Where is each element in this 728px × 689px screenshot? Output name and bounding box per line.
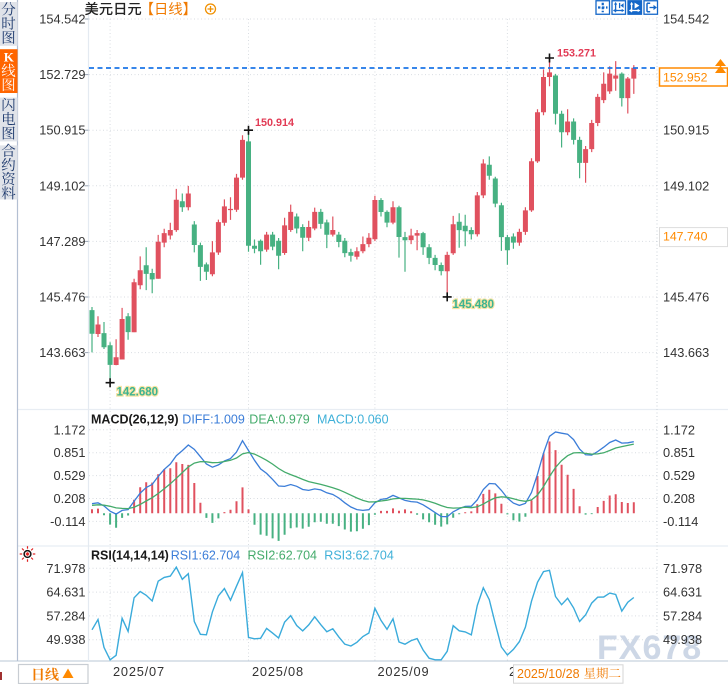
svg-text:64.631: 64.631 (46, 585, 85, 600)
svg-text:0.851: 0.851 (53, 445, 85, 460)
svg-text:145.480: 145.480 (453, 299, 495, 311)
svg-text:57.284: 57.284 (663, 608, 702, 623)
svg-text:149.102: 149.102 (39, 178, 85, 193)
svg-text:49.938: 49.938 (663, 632, 702, 647)
svg-text:145.476: 145.476 (663, 290, 709, 305)
svg-text:RSI2:62.704: RSI2:62.704 (248, 549, 318, 563)
svg-text:0.208: 0.208 (663, 491, 695, 506)
svg-text:64.631: 64.631 (663, 585, 702, 600)
svg-text:150.915: 150.915 (39, 123, 85, 138)
svg-text:150.914: 150.914 (255, 117, 294, 129)
svg-text:RSI1:62.704: RSI1:62.704 (171, 549, 241, 563)
svg-text:147.740: 147.740 (663, 229, 708, 243)
svg-text:143.663: 143.663 (39, 345, 85, 360)
svg-text:2025/08: 2025/08 (252, 664, 304, 679)
svg-text:143.663: 143.663 (663, 345, 709, 360)
svg-text:FX678: FX678 (597, 629, 702, 667)
svg-text:147.289: 147.289 (39, 234, 85, 249)
svg-text:142.680: 142.680 (117, 387, 159, 399)
svg-text:145.476: 145.476 (39, 290, 85, 305)
svg-text:150.915: 150.915 (663, 123, 709, 138)
svg-text:2025/07: 2025/07 (113, 664, 165, 679)
svg-text:154.542: 154.542 (663, 12, 709, 27)
svg-text:0.529: 0.529 (663, 468, 695, 483)
svg-text:153.271: 153.271 (557, 48, 596, 60)
svg-text:152.952: 152.952 (663, 71, 708, 85)
svg-text:49.938: 49.938 (46, 632, 85, 647)
svg-text:0.208: 0.208 (53, 491, 85, 506)
svg-text:DEA:0.979: DEA:0.979 (249, 413, 310, 427)
svg-text:-0.114: -0.114 (663, 514, 698, 529)
svg-text:71.978: 71.978 (663, 561, 702, 576)
svg-text:154.542: 154.542 (39, 12, 85, 27)
svg-text:152.729: 152.729 (39, 67, 85, 82)
svg-text:1.172: 1.172 (53, 422, 85, 437)
svg-text:0.851: 0.851 (663, 445, 695, 460)
svg-text:142.680: 142.680 (117, 387, 159, 399)
svg-text:RSI(14,14,14): RSI(14,14,14) (91, 549, 169, 563)
svg-text:57.284: 57.284 (46, 608, 85, 623)
svg-text:149.102: 149.102 (663, 178, 709, 193)
svg-text:DIFF:1.009: DIFF:1.009 (182, 413, 245, 427)
svg-text:RSI3:62.704: RSI3:62.704 (324, 549, 394, 563)
svg-text:MACD(26,12,9): MACD(26,12,9) (91, 413, 179, 427)
svg-text:0.529: 0.529 (53, 468, 85, 483)
svg-text:2025/09: 2025/09 (378, 664, 430, 679)
svg-text:1.172: 1.172 (663, 422, 695, 437)
svg-text:2025/10/28: 2025/10/28 (517, 667, 580, 681)
svg-text:MACD:0.060: MACD:0.060 (317, 413, 389, 427)
svg-text:71.978: 71.978 (46, 561, 85, 576)
svg-text:-0.114: -0.114 (50, 514, 85, 529)
svg-text:145.480: 145.480 (453, 299, 495, 311)
svg-text:K: K (4, 50, 15, 65)
